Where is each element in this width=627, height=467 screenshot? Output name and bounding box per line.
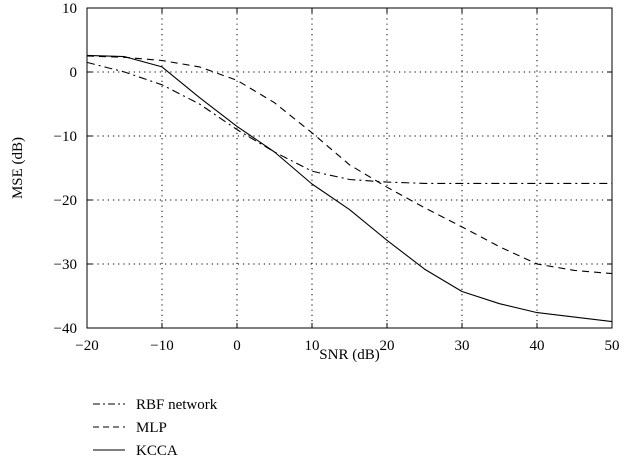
x-tick-label: 30 — [455, 338, 470, 354]
legend: RBF network MLP KCCA — [93, 397, 218, 459]
series-line-mlp — [86, 55, 613, 275]
x-tick-label: 50 — [605, 338, 620, 354]
grid — [87, 8, 612, 328]
x-axis-title: SNR (dB) — [319, 347, 379, 363]
series-line-kcca — [86, 54, 613, 323]
series-line-rbf-network — [86, 61, 612, 184]
x-tick-label: −20 — [75, 338, 98, 354]
y-tick-label: −40 — [54, 321, 77, 337]
y-tick-label: −20 — [54, 193, 77, 209]
legend-label: KCCA — [136, 443, 178, 459]
y-tick-label: 0 — [70, 65, 78, 81]
axis-ticks: −20 −10 0 10 20 30 40 50 10 0 −10 −20 −30 −40 — [54, 1, 620, 354]
x-tick-label: 0 — [233, 338, 241, 354]
y-tick-label: −10 — [54, 129, 77, 145]
legend-label: MLP — [136, 420, 167, 436]
plot-frame — [86, 7, 613, 329]
x-tick-label: 40 — [530, 338, 545, 354]
x-tick-label: 10 — [305, 338, 320, 354]
y-tick-label: −30 — [54, 257, 77, 273]
series-lines — [86, 54, 613, 323]
x-tick-label: 20 — [380, 338, 395, 354]
x-tick-label: −10 — [150, 338, 173, 354]
y-axis-title: MSE (dB) — [10, 137, 26, 199]
legend-label: RBF network — [136, 397, 218, 413]
y-tick-label: 10 — [62, 1, 77, 17]
